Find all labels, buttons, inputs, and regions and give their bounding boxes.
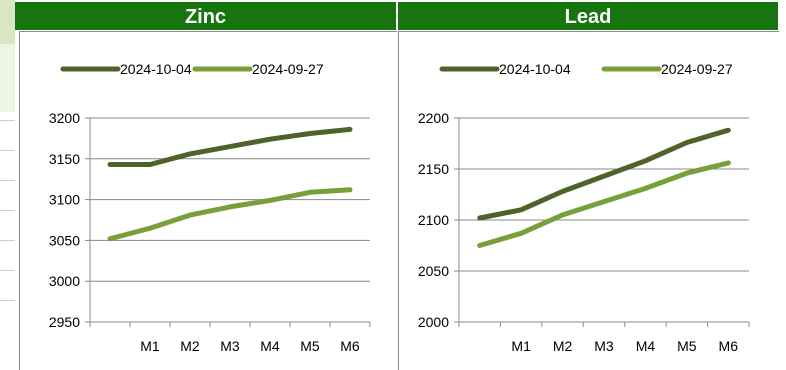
y-tick-label: 2150	[418, 161, 449, 177]
y-tick-label: 3150	[49, 151, 80, 167]
x-tick-label: M2	[553, 338, 573, 354]
row-divider	[0, 120, 15, 121]
y-tick-label: 3100	[49, 192, 80, 208]
legend-label: 2024-10-04	[499, 61, 571, 77]
x-tick-label: M6	[340, 338, 360, 354]
series-line-2024-10-04	[107, 126, 353, 167]
x-tick-label: M5	[300, 338, 320, 354]
x-tick-label: M3	[220, 338, 240, 354]
y-tick-label: 2950	[49, 314, 80, 330]
row-divider	[0, 180, 15, 181]
row-divider	[0, 150, 15, 151]
y-tick-label: 3000	[49, 273, 80, 289]
x-tick-label: M1	[140, 338, 160, 354]
chart-frame: 3200 3150 3100 3050 3000 2950 M1 M2 M3 M4 M5 M6 2024…	[19, 31, 397, 370]
x-tick-label: M4	[260, 338, 280, 354]
y-tick-label: 2100	[418, 212, 449, 228]
x-tick-label: M1	[511, 338, 531, 354]
y-tick-label: 2200	[418, 110, 449, 126]
zinc-line-chart: 3200 3150 3100 3050 3000 2950 M1 M2 M3 M4 M5 M6 2024…	[49, 61, 371, 354]
lead-line-chart: 2200 2150 2100 2050 2000 M1 M2 M3 M4 M5 M6 2024-10-…	[418, 61, 750, 354]
chart-header: Lead	[398, 2, 778, 30]
y-tick-label: 2050	[418, 263, 449, 279]
zinc-chart-panel: Zinc 3200 3150 3100 3050 3000 2950 M1 M2 M3 M4 M5 M…	[15, 0, 397, 370]
x-tick-label: M4	[636, 338, 656, 354]
legend-label: 2024-09-27	[661, 61, 733, 77]
y-tick-label: 3050	[49, 232, 80, 248]
row-divider	[0, 270, 15, 271]
legend-label: 2024-09-27	[252, 61, 324, 77]
chart-frame: 2200 2150 2100 2050 2000 M1 M2 M3 M4 M5 M6 2024-10-…	[398, 31, 779, 370]
row-divider	[0, 240, 15, 241]
lead-chart-panel: Lead 2200 2150 2100 2050 2000 M1 M2 M3 M4 M5 M6 202…	[398, 0, 779, 370]
cell-strip	[0, 44, 15, 112]
series-line-2024-10-04	[477, 127, 731, 221]
x-tick-label: M3	[594, 338, 614, 354]
legend-label: 2024-10-04	[120, 61, 192, 77]
x-tick-label: M2	[180, 338, 200, 354]
chart-header: Zinc	[15, 2, 396, 30]
series-line-2024-09-27	[107, 187, 353, 242]
x-tick-label: M6	[719, 338, 739, 354]
x-tick-label: M5	[677, 338, 697, 354]
y-tick-label: 3200	[49, 110, 80, 126]
header-cell-strip	[0, 0, 15, 44]
y-tick-label: 2000	[418, 314, 449, 330]
series-line-2024-09-27	[477, 160, 731, 248]
spreadsheet-left-strip	[0, 0, 15, 369]
row-divider	[0, 300, 15, 301]
row-divider	[0, 210, 15, 211]
